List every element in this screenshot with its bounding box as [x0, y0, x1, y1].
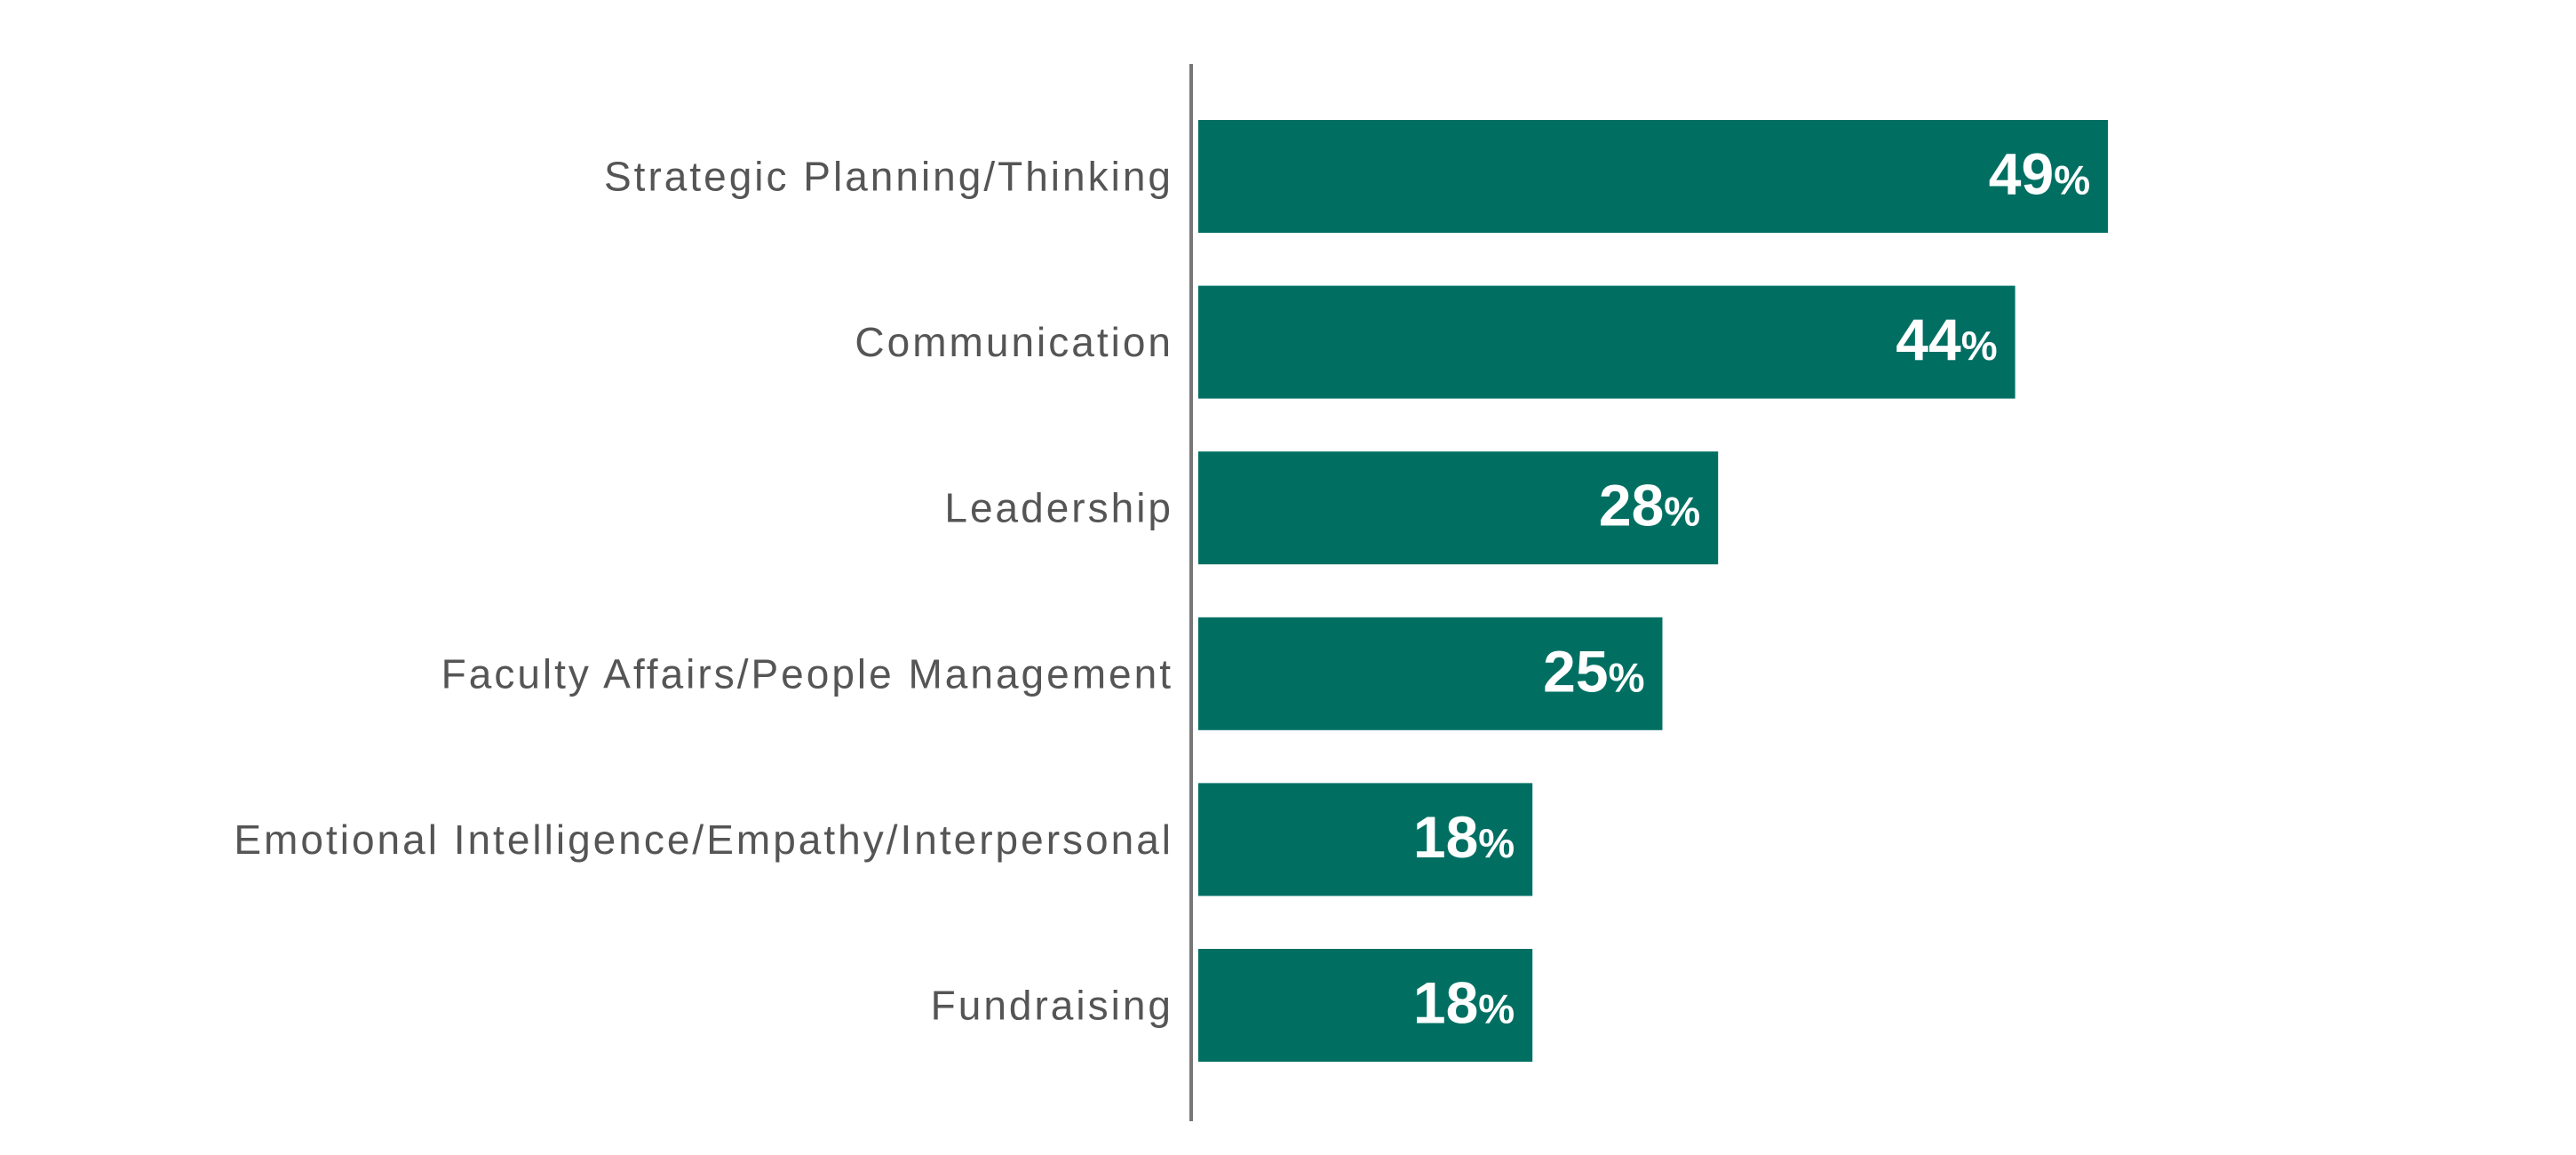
value-percent-sign: %	[1961, 323, 1998, 369]
category-label: Fundraising	[931, 983, 1173, 1029]
value-number: 18	[1413, 804, 1478, 870]
category-label: Faculty Affairs/People Management	[441, 650, 1173, 697]
category-labels-layer: Strategic Planning/Thinking Communication…	[234, 154, 1173, 1029]
value-label: 18%	[1413, 804, 1515, 870]
value-number: 44	[1896, 307, 1961, 372]
value-percent-sign: %	[2054, 157, 2090, 203]
value-label: 49%	[1989, 141, 2090, 207]
category-label: Communication	[855, 319, 1173, 365]
category-label: Emotional Intelligence/Empathy/Interpers…	[234, 816, 1173, 863]
bar	[1198, 617, 1663, 730]
category-label: Strategic Planning/Thinking	[604, 154, 1173, 200]
value-number: 18	[1413, 970, 1478, 1036]
category-label: Leadership	[944, 485, 1173, 531]
value-number: 49	[1989, 141, 2054, 207]
value-percent-sign: %	[1478, 986, 1515, 1032]
value-label: 25%	[1543, 638, 1644, 704]
value-label: 44%	[1896, 307, 1997, 372]
value-percent-sign: %	[1664, 489, 1700, 535]
value-label: 18%	[1413, 970, 1515, 1036]
bar	[1198, 285, 2015, 399]
bar	[1198, 783, 1533, 896]
value-number: 25	[1543, 638, 1608, 704]
value-label: 28%	[1599, 473, 1700, 538]
bar	[1198, 451, 1719, 565]
value-percent-sign: %	[1609, 654, 1645, 700]
value-percent-sign: %	[1478, 820, 1515, 866]
bar	[1198, 120, 2109, 233]
value-number: 28	[1599, 473, 1664, 538]
bar	[1198, 949, 1533, 1062]
bars-layer	[1198, 120, 2109, 1062]
value-labels-layer: 49%44%28%25%18%18%	[1413, 141, 2090, 1036]
